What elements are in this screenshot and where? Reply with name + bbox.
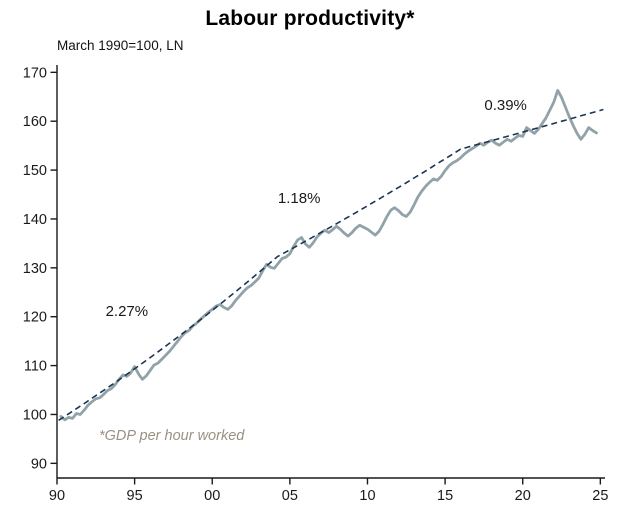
y-tick-label: 90 bbox=[31, 456, 47, 472]
productivity-series-line bbox=[59, 89, 598, 422]
y-tick-label: 160 bbox=[23, 114, 47, 130]
y-tick-label: 170 bbox=[23, 65, 47, 81]
y-tick-label: 120 bbox=[23, 310, 47, 326]
x-tick-label: 90 bbox=[49, 488, 65, 504]
x-tick-label: 95 bbox=[127, 488, 143, 504]
x-tick-label: 10 bbox=[359, 488, 375, 504]
x-tick-label: 15 bbox=[437, 488, 453, 504]
y-tick-label: 100 bbox=[23, 407, 47, 423]
chart-footnote: *GDP per hour worked bbox=[99, 428, 245, 444]
growth-rate-annotation: 0.39% bbox=[484, 97, 527, 114]
y-tick-label: 110 bbox=[24, 359, 47, 375]
y-tick-label: 150 bbox=[23, 163, 47, 179]
chart-subtitle: March 1990=100, LN bbox=[57, 38, 184, 53]
x-tick-label: 25 bbox=[592, 488, 608, 504]
x-tick-label: 20 bbox=[515, 488, 531, 504]
x-tick-label: 00 bbox=[204, 488, 220, 504]
growth-rate-annotation: 2.27% bbox=[106, 303, 149, 320]
x-tick-label: 05 bbox=[282, 488, 298, 504]
trend-dashed-line bbox=[58, 108, 604, 421]
chart-title: Labour productivity* bbox=[205, 7, 415, 30]
growth-rate-annotation: 1.18% bbox=[278, 190, 321, 207]
y-tick-label: 130 bbox=[23, 261, 47, 277]
y-tick-label: 140 bbox=[23, 212, 47, 228]
